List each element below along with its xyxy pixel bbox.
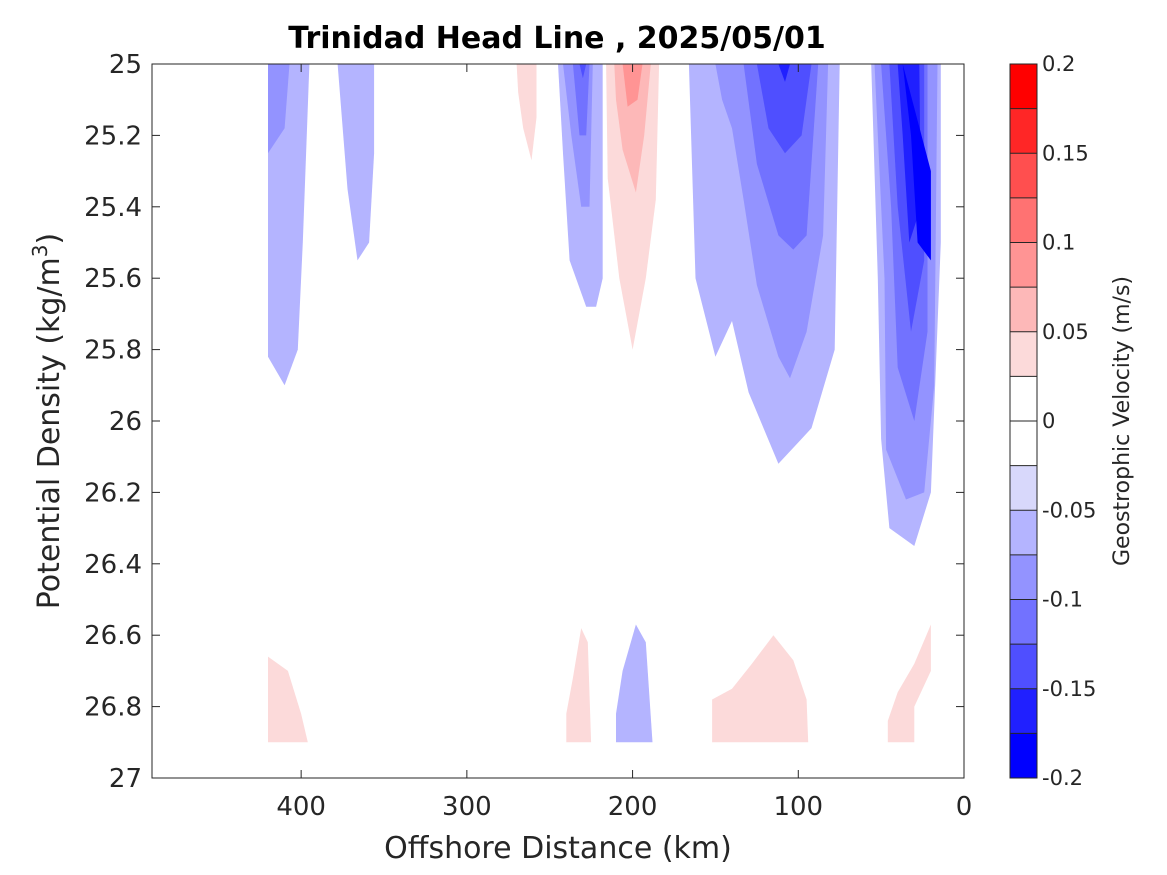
- contour-region-p30-l1: [887, 624, 931, 743]
- colorbar-tick-label: 0.1: [1042, 231, 1075, 255]
- colorbar-swatch: [1010, 733, 1037, 778]
- colorbar-swatch: [1010, 108, 1037, 154]
- y-axis-label-tail: ): [32, 233, 67, 245]
- colorbar-swatch: [1010, 64, 1037, 109]
- y-tick-label: 25.4: [84, 193, 142, 223]
- contour-region-p205-l3: [622, 64, 643, 107]
- colorbar-tick-label: -0.15: [1042, 677, 1096, 701]
- colorbar-tick-label: -0.1: [1042, 588, 1083, 612]
- y-tick-label: 26.2: [84, 478, 142, 508]
- y-axis-ticks: 25 25.2 25.4 25.6 25.8 26 26.2 26.4 26.6 26.8 27: [84, 50, 964, 794]
- colorbar-swatch: [1010, 465, 1037, 511]
- colorbar-swatch: [1010, 421, 1037, 466]
- colorbar-swatch: [1010, 376, 1037, 421]
- contour-region-p120-l1: [712, 635, 809, 743]
- x-tick-label: 300: [442, 792, 492, 822]
- contour-region-p205-l2: [614, 64, 651, 193]
- y-tick-label: 25.6: [84, 264, 142, 294]
- y-tick-label: 26.6: [84, 621, 142, 651]
- x-tick-label: 0: [956, 792, 973, 822]
- colorbar-tick-label: -0.05: [1042, 498, 1096, 522]
- colorbar-tick-label: 0.15: [1042, 141, 1089, 165]
- colorbar-tick-label: 0: [1042, 409, 1055, 433]
- colorbar-swatch: [1010, 242, 1037, 288]
- colorbar-swatch: [1010, 197, 1037, 243]
- colorbar-tick-label: 0.05: [1042, 320, 1089, 344]
- x-tick-label: 200: [608, 792, 658, 822]
- contour-region-w420-l1: [268, 64, 310, 386]
- colorbar-tick-label: 0.2: [1042, 52, 1075, 76]
- colorbar-label: Geostrophic Velocity (m/s): [1110, 276, 1135, 566]
- contour-region-p230-l1: [566, 628, 592, 743]
- x-axis-label: Offshore Distance (km): [384, 831, 732, 866]
- colorbar-swatch: [1010, 644, 1037, 689]
- y-axis-label: Potential Density (kg/m3): [28, 233, 67, 609]
- contour-region-p410-l1: [268, 656, 308, 743]
- colorbar-swatch: [1010, 153, 1037, 198]
- contour-region-w200-l1: [616, 624, 653, 743]
- contour-region-w30-l6: [902, 64, 931, 261]
- contour-region-w360-l1: [337, 64, 375, 261]
- y-tick-label: 26.4: [84, 550, 142, 580]
- x-axis-ticks: 400 300 200 100 0: [276, 64, 972, 822]
- colorbar-tick-label: -0.2: [1042, 766, 1083, 790]
- y-tick-label: 25.2: [84, 121, 142, 151]
- y-tick-label: 25.8: [84, 336, 142, 366]
- colorbar-swatch: [1010, 287, 1037, 332]
- x-tick-label: 400: [276, 792, 326, 822]
- colorbar-swatch: [1010, 688, 1037, 734]
- contour-region-w420-l2: [268, 64, 290, 154]
- colorbar-swatch: [1010, 599, 1037, 645]
- contour-region-w240-l3: [572, 64, 590, 136]
- y-tick-label: 26: [109, 407, 142, 437]
- contour-region-w120-l5: [778, 64, 790, 82]
- y-axis-label-main: Potential Density (kg/m: [32, 257, 67, 609]
- contour-regions: [268, 64, 941, 743]
- contour-region-p265-l1: [516, 64, 537, 161]
- chart-title: Trinidad Head Line , 2025/05/01: [288, 21, 825, 56]
- y-tick-label: 27: [109, 764, 142, 794]
- contour-region-w240-l4: [579, 64, 587, 79]
- colorbar-frame: [1009, 63, 1038, 779]
- y-tick-label: 25: [109, 50, 142, 80]
- colorbar-swatch: [1010, 510, 1037, 555]
- y-axis-label-superscript: 3: [28, 244, 52, 257]
- colorbar-swatch: [1010, 554, 1037, 600]
- colorbar: -0.2 -0.15 -0.1 -0.05 0 0.05 0.1 0.15 0.2: [1009, 52, 1096, 790]
- x-tick-label: 100: [773, 792, 823, 822]
- y-tick-label: 26.8: [84, 693, 142, 723]
- contour-region-p205-l1: [606, 64, 660, 350]
- contour-region-w120-l4: [756, 64, 812, 154]
- colorbar-swatch: [1010, 331, 1037, 377]
